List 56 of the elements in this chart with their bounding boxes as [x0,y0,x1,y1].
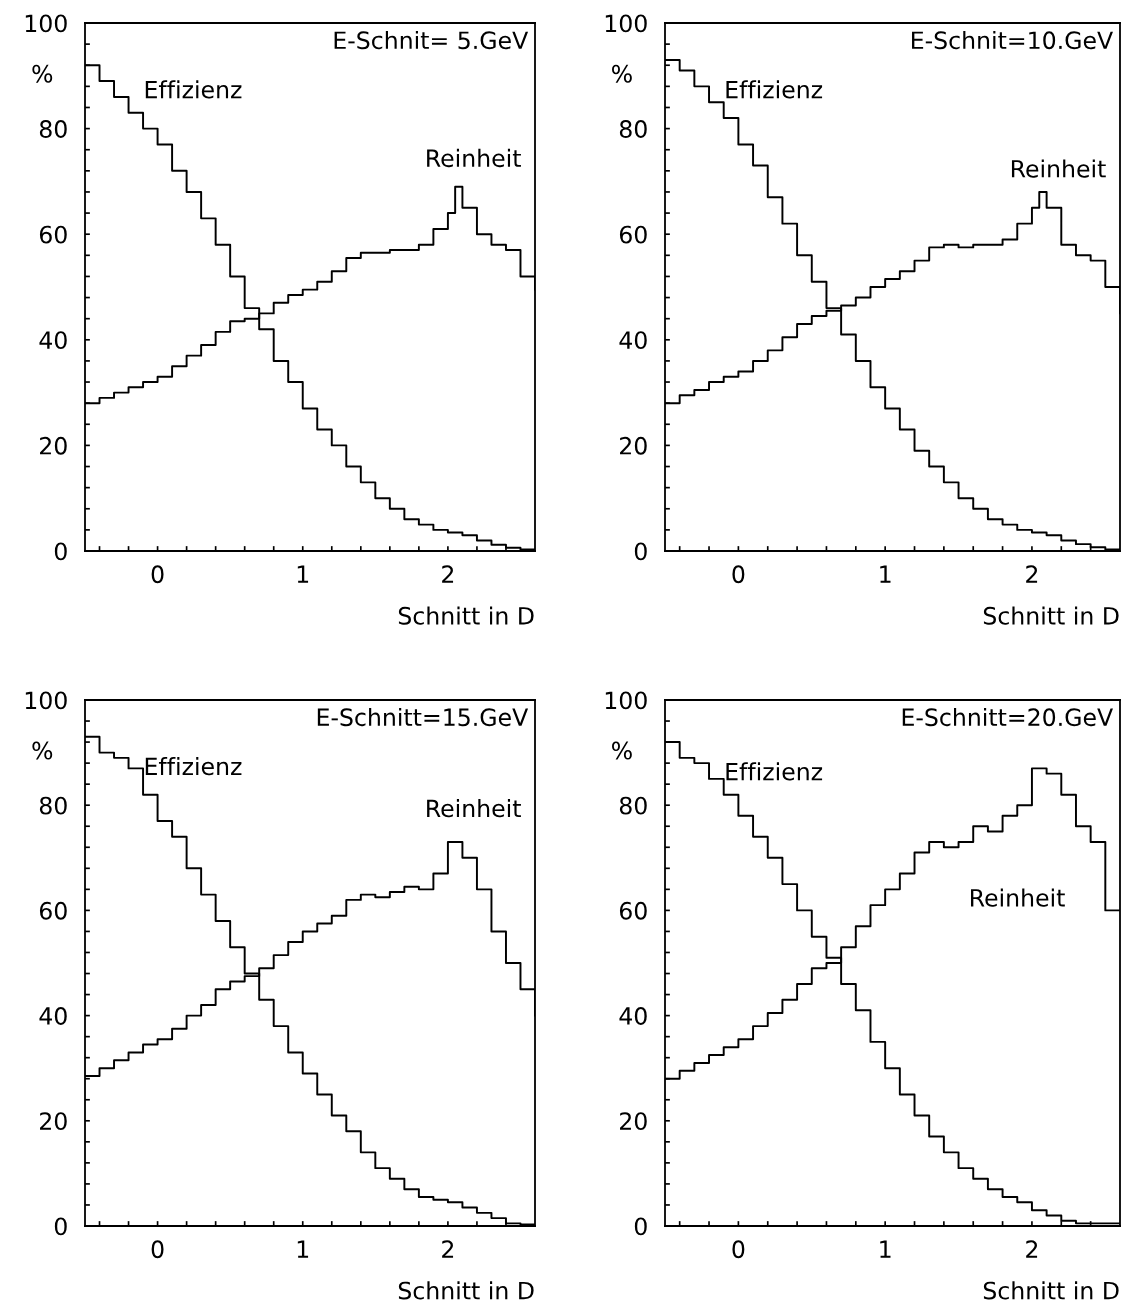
y-tick-label: 40 [39,331,67,350]
y-tick-label: 100 [605,691,647,710]
y-tick-label: 20 [40,1112,67,1131]
y-tick-label: 100 [25,14,67,33]
y-tick-label: 60 [619,901,647,920]
y-axis-title: % [612,741,632,760]
y-axis-title: % [32,64,53,83]
y-tick-label: 80 [619,796,647,815]
y-tick-label: 0 [54,1217,67,1236]
y-tick-label: 80 [619,120,647,138]
x-axis-title: Schnitt in D [398,606,534,625]
y-tick-label: 0 [634,1217,647,1236]
y-tick-label: 20 [40,436,67,455]
series-label: Reinheit [427,148,521,168]
series-label: Effizienz [145,756,242,776]
series-label: Reinheit [971,888,1065,907]
y-tick-label: 60 [619,225,647,244]
series-label: Effizienz [145,80,242,99]
x-tick-label: 2 [1026,1240,1038,1258]
annotation: E-Schnit=10.GeV [912,30,1113,50]
annotation: E-Schnitt=20.GeV [902,707,1113,727]
x-tick-label: 2 [442,1240,454,1258]
series-label: Effizienz [726,762,823,781]
annotation: E-Schnit= 5.GeV [334,30,529,50]
x-axis-title: Schnitt in D [983,1281,1119,1300]
y-tick-label: 0 [54,542,67,561]
y-tick-label: 80 [39,120,67,138]
annotation: E-Schnitt=15.GeV [317,707,529,727]
x-axis-title: Schnitt in D [983,606,1119,625]
y-tick-label: 100 [605,14,647,33]
y-tick-label: 80 [39,796,67,815]
series-label: Reinheit [427,799,521,818]
x-tick-label: 1 [297,1240,309,1258]
x-tick-label: 0 [732,565,745,584]
y-tick-label: 20 [620,1112,647,1131]
x-tick-label: 1 [880,1240,891,1258]
x-tick-label: 0 [732,1240,745,1259]
series-label: Reinheit [1011,159,1106,178]
y-axis-title: % [612,64,632,83]
x-tick-label: 0 [151,565,164,584]
y-tick-label: 0 [634,542,647,561]
y-tick-label: 40 [619,1007,647,1025]
y-axis-title: % [32,741,53,760]
x-tick-label: 2 [1026,565,1038,583]
series-label: Effizienz [726,80,823,99]
y-tick-label: 20 [620,436,647,455]
x-tick-label: 0 [151,1240,164,1259]
y-tick-label: 100 [25,691,67,710]
x-tick-label: 1 [297,565,309,583]
x-tick-label: 1 [880,565,891,583]
y-tick-label: 40 [619,331,647,350]
y-tick-label: 60 [39,225,67,244]
y-tick-label: 40 [39,1007,67,1025]
y-tick-label: 60 [39,901,67,920]
x-axis-title: Schnitt in D [398,1281,534,1300]
x-tick-label: 2 [442,565,454,583]
